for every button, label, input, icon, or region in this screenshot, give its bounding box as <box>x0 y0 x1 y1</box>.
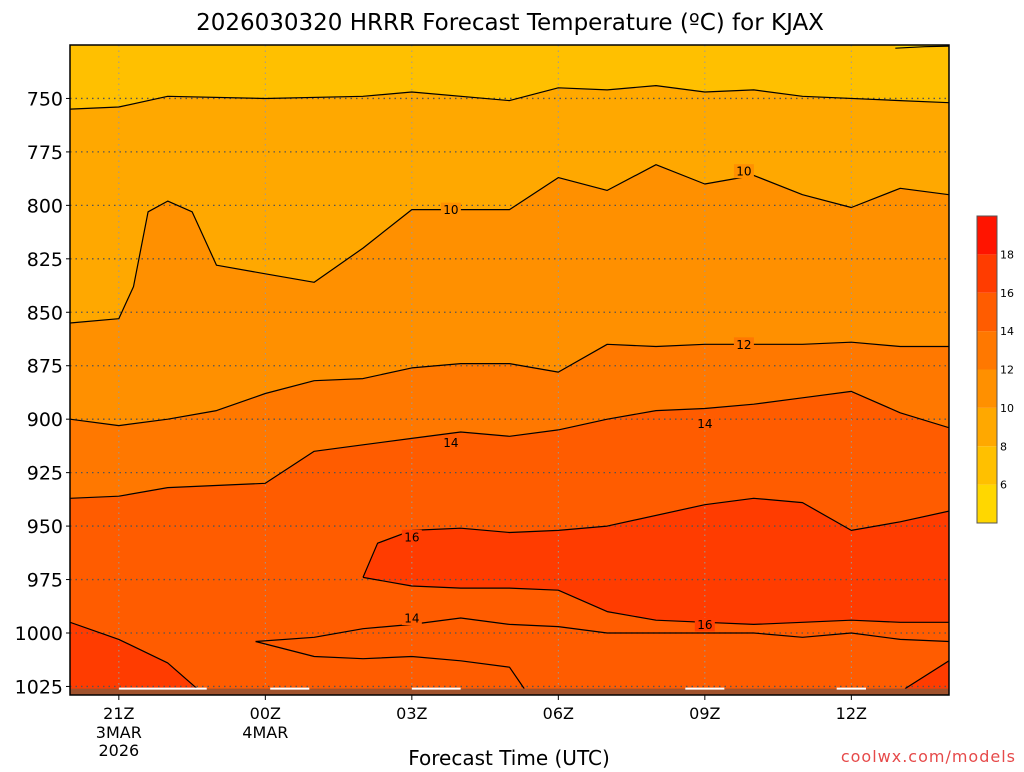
colorbar: 6 8 10 12 14 16 18 <box>976 215 1014 524</box>
colorbar-swatch-18 <box>977 216 997 255</box>
contour-label-0: 10 <box>443 203 458 217</box>
contour-label-bg-3 <box>694 416 715 431</box>
y-tick-label-900: 900 <box>27 409 63 431</box>
x-tick-sublabel-2026: 2026 <box>98 741 139 760</box>
contour-label-bg-1 <box>733 164 754 179</box>
contour-label-bg-7 <box>694 617 715 632</box>
contour-label-4: 14 <box>443 436 458 450</box>
contour-label-bg-5 <box>401 529 422 544</box>
contour-label-bg-2 <box>733 337 754 352</box>
contour-label-bg-4 <box>440 435 461 450</box>
contour-10-2 <box>70 164 949 324</box>
colorbar-swatch-8 <box>977 407 997 447</box>
colorbar-swatch-6 <box>977 446 997 485</box>
contour-label-bg-6 <box>401 611 422 626</box>
contour-14-10 <box>904 660 949 690</box>
grid-lines <box>70 45 949 695</box>
plot-frame <box>69 44 950 696</box>
fill-band-16-18-corner-right <box>905 660 949 695</box>
contour-16-6 <box>362 576 949 626</box>
contour-label-2: 12 <box>736 338 751 352</box>
fill-band-16-18 <box>363 498 949 625</box>
colorbar-swatch-10 <box>977 369 997 408</box>
ground-layer <box>70 687 949 695</box>
y-tick-label-800: 800 <box>27 195 63 217</box>
y-tick-label-1025: 1025 <box>15 676 63 698</box>
contour-14-7 <box>255 617 949 643</box>
y-tick-label-775: 775 <box>27 142 63 164</box>
contour-14-4 <box>70 390 949 499</box>
ground-fill <box>70 688 949 695</box>
y-tick-label-750: 750 <box>27 88 63 110</box>
colorbar-label-8: 8 <box>1000 440 1007 453</box>
y-tick-label-925: 925 <box>27 463 63 485</box>
contour-labels: 10 10 12 14 14 16 14 16 <box>401 164 754 632</box>
colorbar-swatch-14 <box>977 292 997 332</box>
contour-14-9 <box>70 621 198 690</box>
x-tick-label-06Z: 06Z <box>543 704 574 723</box>
x-tick-label-03Z: 03Z <box>396 704 427 723</box>
contour-label-bg-0 <box>440 202 461 217</box>
colorbar-label-6: 6 <box>1000 479 1007 492</box>
colorbar-label-14: 14 <box>1000 325 1014 338</box>
colorbar-label-16: 16 <box>1000 287 1014 300</box>
contour-lines <box>70 45 949 690</box>
filled-contours <box>70 45 949 695</box>
y-tick-label-850: 850 <box>27 302 63 324</box>
x-tick-label-21Z: 21Z <box>103 704 134 723</box>
contour-14-8 <box>255 640 525 689</box>
x-tick-label-09Z: 09Z <box>689 704 720 723</box>
y-tick-label-975: 975 <box>27 570 63 592</box>
colorbar-label-10: 10 <box>1000 402 1014 415</box>
colorbar-label-12: 12 <box>1000 364 1014 377</box>
colorbar-swatch-16 <box>977 254 997 293</box>
y-tick-label-875: 875 <box>27 356 63 378</box>
contour-label-3: 14 <box>697 417 712 431</box>
contour-12-3 <box>70 341 949 427</box>
y-tick-label-1000: 1000 <box>15 623 63 645</box>
colorbar-label-18: 18 <box>1000 248 1014 261</box>
contour-label-7: 16 <box>697 618 712 632</box>
contour-8-1 <box>895 45 949 49</box>
site-credit: coolwx.com/models <box>841 747 1016 766</box>
x-tick-sublabel-4MAR: 4MAR <box>242 723 288 742</box>
y-tick-label-825: 825 <box>27 249 63 271</box>
x-tick-sublabel-3MAR: 3MAR <box>96 723 142 742</box>
y-axis: 750 775 800 825 850 875 900 925 950 975 1000 1025 <box>15 88 70 698</box>
fill-band-14-16-lower <box>255 618 949 695</box>
colorbar-frame <box>976 215 998 524</box>
x-axis-label: Forecast Time (UTC) <box>408 746 610 768</box>
chart-title: 2026030320 HRRR Forecast Temperature (ºC… <box>196 10 824 36</box>
contour-label-1: 10 <box>736 165 751 179</box>
x-tick-label-12Z: 12Z <box>836 704 867 723</box>
contour-label-5: 16 <box>404 530 419 544</box>
plot-area: 10 10 12 14 14 16 14 16 <box>70 45 949 695</box>
contour-8-0 <box>70 84 949 110</box>
fill-band-16-18-corner <box>70 622 197 695</box>
colorbar-swatch-12 <box>977 331 997 370</box>
contour-label-6: 14 <box>404 612 419 626</box>
colorbar-swatch-4 <box>977 484 997 523</box>
y-tick-label-950: 950 <box>27 516 63 538</box>
x-tick-label-00Z: 00Z <box>250 704 281 723</box>
